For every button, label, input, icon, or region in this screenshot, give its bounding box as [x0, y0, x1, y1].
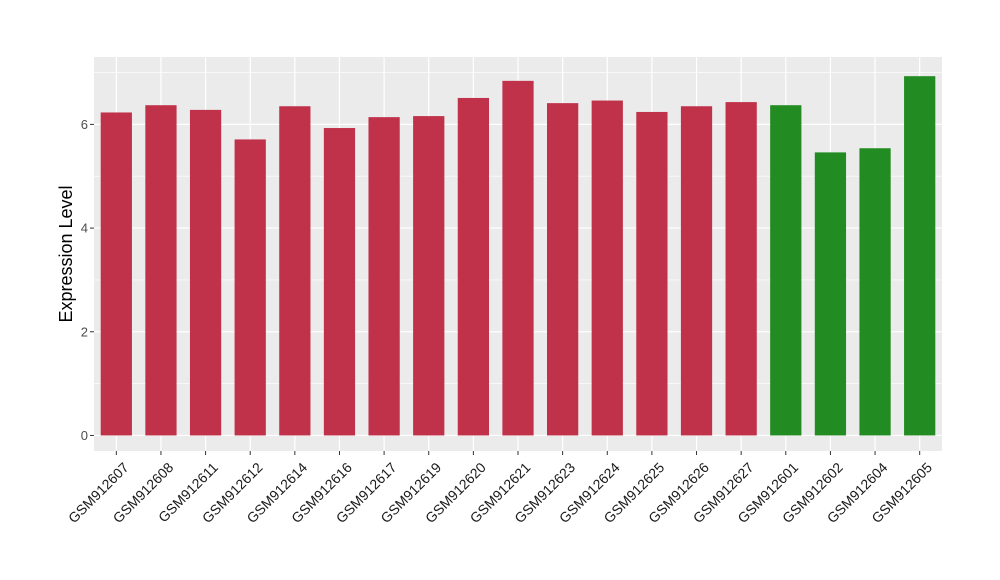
y-axis-title: Expression Level — [56, 185, 76, 322]
y-tick-label: 2 — [81, 324, 88, 339]
bar-gsm912614 — [279, 106, 311, 436]
x-axis: GSM912607GSM912608GSM912611GSM912612GSM9… — [65, 451, 935, 526]
bars-group — [100, 76, 936, 436]
bar-gsm912601 — [770, 105, 802, 436]
bar-gsm912624 — [591, 100, 623, 436]
bar-gsm912620 — [457, 97, 489, 436]
bar-gsm912626 — [680, 106, 713, 436]
y-axis: 0 2 4 6 — [81, 117, 94, 443]
bar-gsm912607 — [100, 112, 132, 436]
y-tick-label: 0 — [81, 428, 88, 443]
bar-gsm912619 — [413, 116, 445, 436]
bar-gsm912608 — [145, 105, 177, 436]
bar-gsm912616 — [323, 128, 356, 436]
bar-gsm912627 — [725, 102, 757, 436]
bar-gsm912604 — [859, 148, 891, 436]
bar-gsm912612 — [234, 139, 266, 436]
bar-gsm912623 — [547, 103, 579, 436]
bar-gsm912625 — [636, 111, 668, 436]
bar-gsm912605 — [904, 76, 936, 436]
bar-gsm912617 — [368, 117, 400, 436]
bar-gsm912611 — [189, 109, 222, 436]
y-tick-label: 6 — [81, 117, 88, 132]
bar-gsm912602 — [814, 152, 847, 436]
y-tick-label: 4 — [81, 221, 88, 236]
bar-gsm912621 — [502, 80, 534, 436]
